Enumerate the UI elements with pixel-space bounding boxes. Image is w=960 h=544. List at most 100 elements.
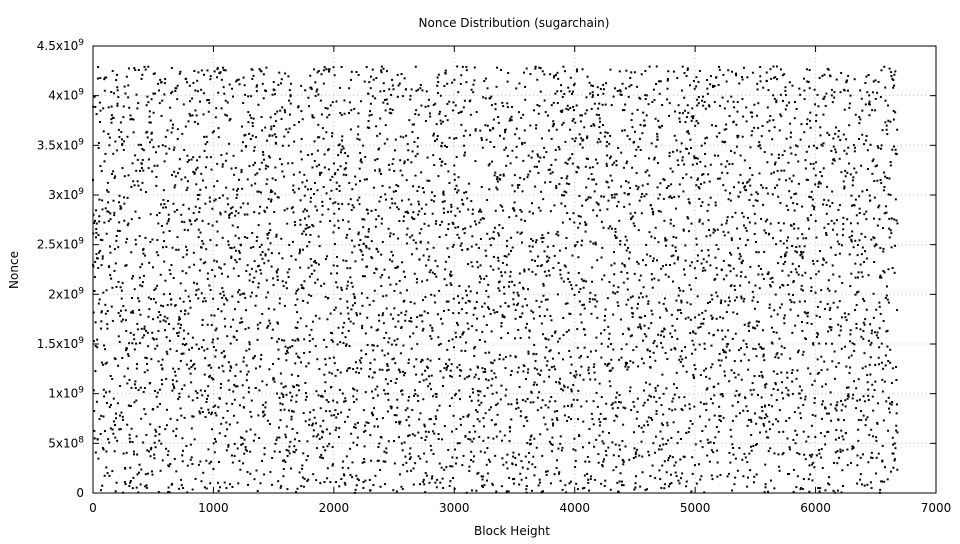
scatter-point [528, 353, 530, 355]
scatter-point [104, 430, 106, 432]
scatter-point [464, 378, 466, 380]
scatter-point [593, 125, 595, 127]
scatter-point [542, 333, 544, 335]
scatter-point [526, 323, 528, 325]
scatter-point [359, 168, 361, 170]
scatter-point [472, 209, 474, 211]
scatter-point [695, 157, 697, 159]
scatter-point [639, 324, 641, 326]
scatter-point [239, 469, 241, 471]
scatter-point [410, 95, 412, 97]
scatter-point [337, 203, 339, 205]
scatter-point [354, 297, 356, 299]
scatter-point [464, 350, 466, 352]
scatter-point [471, 489, 473, 491]
scatter-point [337, 169, 339, 171]
scatter-point [566, 420, 568, 422]
scatter-point [311, 88, 313, 90]
scatter-point [738, 349, 740, 351]
scatter-point [338, 327, 340, 329]
scatter-point [536, 79, 538, 81]
scatter-point [740, 271, 742, 273]
scatter-point [295, 259, 297, 261]
scatter-point [592, 243, 594, 245]
scatter-point [700, 401, 702, 403]
scatter-point [395, 283, 397, 285]
scatter-point [294, 362, 296, 364]
scatter-point [301, 284, 303, 286]
scatter-point [575, 284, 577, 286]
scatter-point [403, 162, 405, 164]
scatter-point [241, 169, 243, 171]
scatter-point [442, 478, 444, 480]
scatter-point [611, 196, 613, 198]
scatter-point [533, 384, 535, 386]
scatter-point [161, 379, 163, 381]
scatter-point [713, 386, 715, 388]
scatter-point [750, 434, 752, 436]
scatter-point [585, 280, 587, 282]
scatter-point [567, 405, 569, 407]
scatter-point [177, 172, 179, 174]
scatter-point [492, 128, 494, 130]
scatter-point [650, 367, 652, 369]
scatter-point [732, 405, 734, 407]
scatter-point [246, 214, 248, 216]
scatter-point [413, 467, 415, 469]
scatter-point [206, 141, 208, 143]
scatter-point [596, 317, 598, 319]
scatter-point [103, 344, 105, 346]
scatter-point [214, 275, 216, 277]
scatter-point [247, 264, 249, 266]
scatter-point [340, 287, 342, 289]
scatter-point [435, 396, 437, 398]
scatter-point [285, 128, 287, 130]
scatter-point [374, 475, 376, 477]
scatter-point [604, 131, 606, 133]
scatter-point [337, 343, 339, 345]
scatter-point [679, 290, 681, 292]
scatter-point [545, 404, 547, 406]
scatter-point [688, 427, 690, 429]
scatter-point [368, 248, 370, 250]
scatter-point [257, 328, 259, 330]
scatter-point [519, 473, 521, 475]
scatter-point [527, 368, 529, 370]
scatter-point [701, 145, 703, 147]
scatter-point [118, 221, 120, 223]
scatter-point [731, 71, 733, 73]
scatter-point [343, 174, 345, 176]
scatter-point [709, 301, 711, 303]
scatter-point [302, 300, 304, 302]
scatter-point [137, 180, 139, 182]
scatter-point [348, 330, 350, 332]
scatter-point [745, 106, 747, 108]
scatter-point [482, 476, 484, 478]
scatter-point [236, 194, 238, 196]
scatter-point [650, 417, 652, 419]
scatter-point [673, 383, 675, 385]
scatter-point [697, 260, 699, 262]
scatter-point [155, 301, 157, 303]
scatter-point [652, 211, 654, 213]
scatter-point [386, 307, 388, 309]
scatter-point [707, 173, 709, 175]
scatter-point [140, 483, 142, 485]
scatter-point [390, 112, 392, 114]
scatter-point [179, 318, 181, 320]
scatter-point [161, 368, 163, 370]
scatter-point [254, 260, 256, 262]
scatter-point [589, 93, 591, 95]
scatter-point [173, 171, 175, 173]
scatter-point [603, 329, 605, 331]
scatter-point [149, 116, 151, 118]
scatter-point [645, 264, 647, 266]
scatter-point [290, 103, 292, 105]
scatter-point [629, 386, 631, 388]
scatter-point [248, 391, 250, 393]
scatter-point [261, 162, 263, 164]
scatter-point [431, 191, 433, 193]
scatter-point [312, 338, 314, 340]
scatter-point [537, 153, 539, 155]
scatter-point [490, 265, 492, 267]
